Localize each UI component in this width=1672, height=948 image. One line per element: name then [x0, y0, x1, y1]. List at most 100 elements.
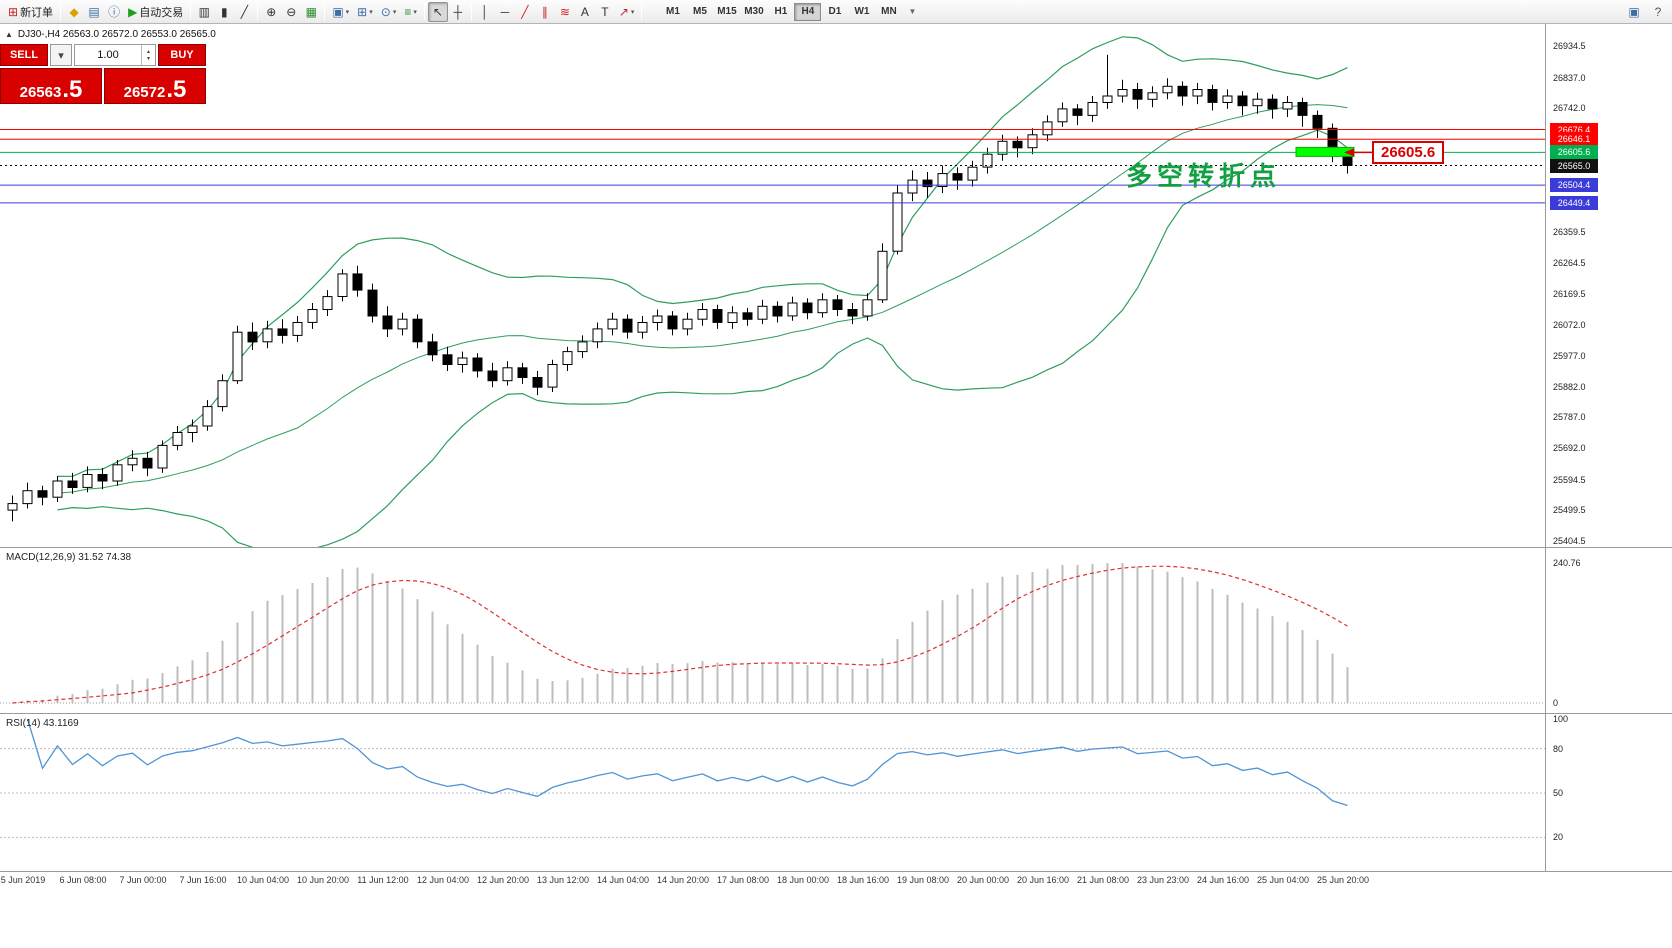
- trendline-icon: ╱: [521, 4, 529, 19]
- bollinger-upper-band: [57, 36, 1348, 477]
- vertical-line-button[interactable]: │: [475, 2, 495, 22]
- rsi-indicator-chart[interactable]: [0, 715, 1545, 871]
- line-chart-type-button[interactable]: ╱: [234, 2, 254, 22]
- trendline-button[interactable]: ╱: [515, 2, 535, 22]
- macd-label: MACD(12,26,9) 31.52 74.38: [6, 552, 132, 563]
- volume-field[interactable]: 1.00 ▴ ▾: [74, 44, 156, 66]
- toolbar-right: ▣?: [1624, 2, 1668, 22]
- bid-price: 26563: [19, 84, 62, 101]
- tile-windows-icon: ▣: [332, 4, 344, 19]
- volume-decrease-icon[interactable]: ▾: [146, 56, 150, 62]
- time-axis-label: 24 Jun 16:00: [1196, 875, 1250, 885]
- toolbar-separator: [257, 3, 259, 20]
- timeframe-m1[interactable]: M1: [665, 6, 680, 17]
- text-button[interactable]: A: [575, 2, 595, 22]
- price-axis[interactable]: 26934.5 26837.0 26742.0 26359.5 26264.5 26169…: [1546, 24, 1672, 948]
- toolbar-overflow-icon[interactable]: ▼: [908, 7, 917, 16]
- terminal-button[interactable]: ⓘ: [104, 2, 124, 22]
- fullscreen-icon: ▣: [1628, 4, 1640, 19]
- zoom-out-button[interactable]: ⊖: [281, 2, 301, 22]
- fullscreen-button[interactable]: ▣: [1624, 2, 1644, 22]
- tile-windows-button[interactable]: ▣ ▾: [328, 2, 353, 22]
- time-axis-label: 25 Jun 20:00: [1316, 875, 1370, 885]
- sell-button[interactable]: SELL: [0, 44, 48, 66]
- chevron-down-icon: ▾: [630, 8, 635, 16]
- timeframe-w1[interactable]: W1: [854, 6, 870, 17]
- cursor-button[interactable]: ↖: [427, 1, 448, 22]
- ask-price: 26572: [123, 84, 166, 101]
- timeframe-h1[interactable]: H1: [774, 6, 788, 17]
- candlestick-chart-type-icon: ▮: [221, 4, 228, 19]
- bollinger-lower-band: [57, 129, 1348, 547]
- price-level-label: 26605.6: [1550, 145, 1598, 159]
- price-axis-tick: 26169.5: [1553, 289, 1586, 299]
- bar-chart-type-button[interactable]: ▥: [194, 2, 214, 22]
- time-axis-label: 23 Jun 23:00: [1136, 875, 1190, 885]
- timeframe-m5[interactable]: M5: [692, 6, 707, 17]
- time-axis-label: 10 Jun 20:00: [296, 875, 350, 885]
- collapse-trade-panel-icon[interactable]: ▲: [5, 30, 13, 39]
- label-icon: T: [601, 4, 609, 19]
- time-axis-label: 12 Jun 04:00: [416, 875, 470, 885]
- timeframe-m15[interactable]: M15: [717, 6, 737, 17]
- channel-button[interactable]: ∥: [535, 2, 555, 22]
- panel-divider[interactable]: [0, 713, 1672, 714]
- time-axis[interactable]: 5 Jun 2019 6 Jun 08:00 7 Jun 00:00 7 Jun 16…: [0, 872, 1546, 948]
- time-axis-label: 14 Jun 20:00: [656, 875, 710, 885]
- indicators-button[interactable]: ≡ ▾: [400, 2, 421, 22]
- time-axis-label: 6 Jun 08:00: [59, 875, 107, 885]
- arrows-button[interactable]: ↗ ▾: [615, 2, 639, 22]
- rsi-line: [26, 718, 1348, 807]
- time-axis-label: 18 Jun 00:00: [776, 875, 830, 885]
- macd-axis-zero: 0: [1553, 698, 1559, 708]
- bid-price-fraction: .5: [62, 75, 83, 103]
- label-button[interactable]: T: [595, 2, 615, 22]
- cursor-icon: ↖: [432, 4, 443, 19]
- profiles-button[interactable]: ⊙ ▾: [377, 2, 401, 22]
- time-axis-label: 17 Jun 08:00: [716, 875, 770, 885]
- timeframe-mn[interactable]: MN: [881, 6, 897, 17]
- fibonacci-button[interactable]: ≋: [555, 2, 575, 22]
- zoom-in-button[interactable]: ⊕: [261, 2, 281, 22]
- main-toolbar: ⊞ 新订单 ◆ ▤ ⓘ ▶ 自动交易 ▥ ▮ ╱ ⊕ ⊖ ▦ ▣ ▾ ⊞ ▾ ⊙ ▾ ≡ ▾ ↖ ┼ │ ─ ╱ ∥ ≋ A T ↗ ▾ M1…: [0, 0, 1672, 24]
- volume-value: 1.00: [97, 49, 119, 61]
- volume-increase-icon[interactable]: ▴: [146, 49, 150, 55]
- candles: [7, 54, 1353, 522]
- symbol-ohlc-text: DJ30-,H4 26563.0 26572.0 26553.0 26565.0: [17, 29, 216, 40]
- new-chart-button[interactable]: ⊞ ▾: [353, 2, 377, 22]
- grid-button[interactable]: ▦: [301, 2, 321, 22]
- timeframe-h4[interactable]: H4: [794, 2, 822, 21]
- sell-price-button[interactable]: 26563.5: [0, 68, 102, 104]
- new-order-button-label: 新订单: [20, 6, 54, 19]
- order-type-dropdown[interactable]: ▾: [50, 44, 72, 66]
- horizontal-line-button[interactable]: ─: [495, 2, 515, 22]
- crosshair-button[interactable]: ┼: [448, 2, 468, 22]
- market-watch-button[interactable]: ◆: [64, 2, 84, 22]
- rsi-axis-tick: 20: [1553, 832, 1564, 842]
- price-axis-tick: 26837.0: [1553, 73, 1586, 83]
- time-axis-label: 11 Jun 12:00: [357, 875, 409, 885]
- price-callout-box: 26605.6: [1372, 141, 1445, 164]
- candlestick-chart[interactable]: [0, 24, 1545, 547]
- macd-signal-line: [12, 565, 1348, 704]
- price-axis-tick: 25692.0: [1553, 443, 1586, 453]
- buy-price-button[interactable]: 26572.5: [104, 68, 206, 104]
- new-order-button[interactable]: ⊞ 新订单: [4, 2, 57, 22]
- terminal-icon: ⓘ: [108, 4, 121, 19]
- fibonacci-icon: ≋: [559, 4, 570, 19]
- time-axis-label: 7 Jun 16:00: [179, 875, 227, 885]
- autotrade-button[interactable]: ▶ 自动交易: [124, 2, 187, 22]
- time-axis-label: 7 Jun 00:00: [119, 875, 167, 885]
- buy-button[interactable]: BUY: [158, 44, 206, 66]
- candlestick-chart-type-button[interactable]: ▮: [214, 2, 234, 22]
- timeframe-m30[interactable]: M30: [744, 6, 764, 17]
- panel-divider[interactable]: [0, 871, 1672, 872]
- indicators-icon: ≡: [404, 4, 412, 19]
- macd-indicator-chart[interactable]: [0, 549, 1545, 713]
- data-window-button[interactable]: ▤: [84, 2, 104, 22]
- autotrade-icon: ▶: [128, 4, 138, 19]
- timeframe-d1[interactable]: D1: [828, 6, 842, 17]
- panel-divider[interactable]: [0, 547, 1672, 548]
- help-button[interactable]: ?: [1648, 2, 1668, 22]
- time-axis-label: 10 Jun 04:00: [236, 875, 290, 885]
